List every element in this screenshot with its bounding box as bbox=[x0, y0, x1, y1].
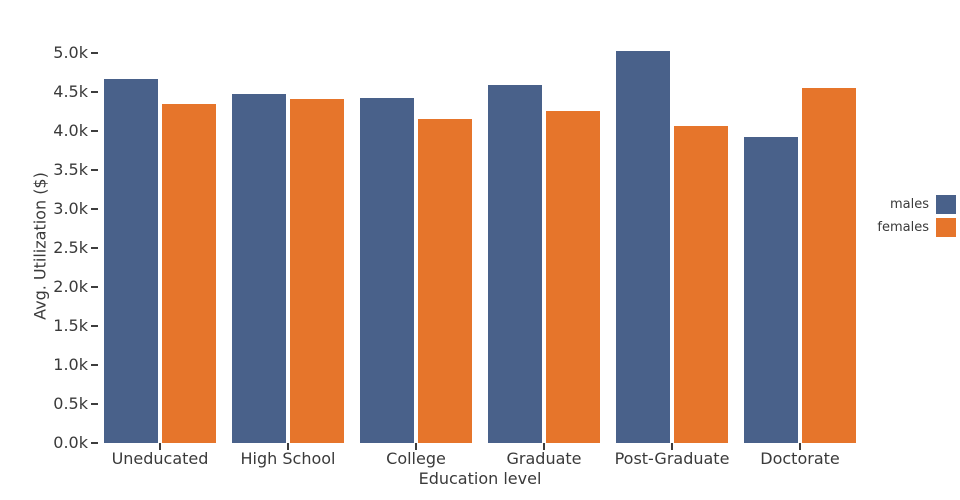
y-tick-label-0.0k: 0.0k bbox=[53, 433, 88, 452]
x-tick-label-post-graduate: Post-Graduate bbox=[614, 449, 730, 468]
y-tick-label-5.0k: 5.0k bbox=[53, 43, 88, 62]
x-tick-label-graduate: Graduate bbox=[506, 449, 582, 468]
y-tick-mark bbox=[91, 364, 98, 366]
legend-item-males: males bbox=[856, 195, 956, 214]
bar-males-college bbox=[360, 98, 414, 443]
bar-females-high-school bbox=[290, 99, 344, 443]
x-tick-label-high-school: High School bbox=[240, 449, 336, 468]
bar-females-college bbox=[418, 119, 472, 443]
legend-swatch-males bbox=[936, 195, 956, 214]
bar-males-high-school bbox=[232, 94, 286, 443]
y-tick-label-0.5k: 0.5k bbox=[53, 394, 88, 413]
x-tick-label-doctorate: Doctorate bbox=[760, 449, 840, 468]
y-tick-mark bbox=[91, 403, 98, 405]
y-tick-label-1.5k: 1.5k bbox=[53, 316, 88, 335]
y-tick-mark bbox=[91, 247, 98, 249]
x-tick-label-uneducated: Uneducated bbox=[111, 449, 209, 468]
bar-females-post-graduate bbox=[674, 126, 728, 443]
y-tick-label-2.0k: 2.0k bbox=[53, 277, 88, 296]
bar-males-post-graduate bbox=[616, 51, 670, 443]
y-tick-label-4.0k: 4.0k bbox=[53, 121, 88, 140]
x-tick-mark bbox=[415, 443, 417, 450]
legend-label-females: females bbox=[877, 220, 929, 235]
x-tick-mark bbox=[159, 443, 161, 450]
x-tick-mark bbox=[543, 443, 545, 450]
y-tick-label-3.0k: 3.0k bbox=[53, 199, 88, 218]
bar-males-doctorate bbox=[744, 137, 798, 443]
y-tick-mark bbox=[91, 130, 98, 132]
y-tick-mark bbox=[91, 286, 98, 288]
y-tick-label-1.0k: 1.0k bbox=[53, 355, 88, 374]
x-tick-label-college: College bbox=[386, 449, 446, 468]
legend-swatch-females bbox=[936, 218, 956, 237]
x-axis-title: Education level bbox=[418, 469, 542, 488]
y-tick-label-2.5k: 2.5k bbox=[53, 238, 88, 257]
y-tick-mark bbox=[91, 52, 98, 54]
x-tick-mark bbox=[287, 443, 289, 450]
legend-label-males: males bbox=[889, 197, 929, 212]
y-tick-mark bbox=[91, 91, 98, 93]
y-tick-mark bbox=[91, 169, 98, 171]
bar-males-graduate bbox=[488, 85, 542, 443]
bar-females-uneducated bbox=[162, 104, 216, 443]
bar-males-uneducated bbox=[104, 79, 158, 443]
bar-females-graduate bbox=[546, 111, 600, 443]
legend: males females bbox=[856, 195, 956, 241]
y-tick-label-4.5k: 4.5k bbox=[53, 82, 88, 101]
legend-item-females: females bbox=[856, 218, 956, 237]
x-tick-mark bbox=[671, 443, 673, 450]
y-tick-mark bbox=[91, 325, 98, 327]
y-tick-mark bbox=[91, 442, 98, 444]
x-tick-mark bbox=[799, 443, 801, 450]
y-tick-mark bbox=[91, 208, 98, 210]
bar-females-doctorate bbox=[802, 88, 856, 443]
y-tick-label-3.5k: 3.5k bbox=[53, 160, 88, 179]
